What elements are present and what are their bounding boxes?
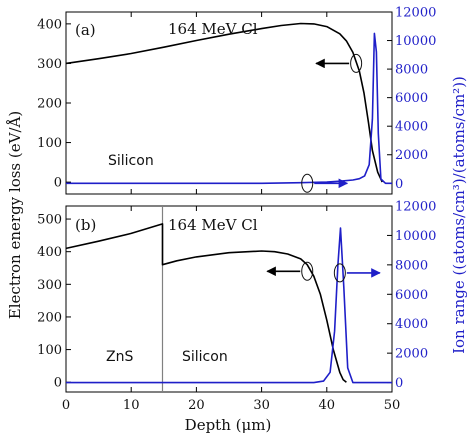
plot-frame bbox=[65, 205, 393, 393]
right-tick-label: 4000 bbox=[395, 317, 428, 332]
right-tick-label: 0 bbox=[395, 177, 403, 192]
marker-ellipse bbox=[301, 261, 314, 281]
y-axis-label-left: Electron energy loss (eV/Å) bbox=[6, 111, 24, 319]
left-tick-label: 100 bbox=[37, 343, 62, 358]
right-tick-label: 4000 bbox=[395, 120, 428, 135]
right-tick-label: 12000 bbox=[395, 6, 436, 21]
right-tick-label: 6000 bbox=[395, 91, 428, 106]
marker-ellipse bbox=[350, 53, 363, 73]
curve-marker bbox=[266, 261, 314, 281]
x-axis-label: Depth (μm) bbox=[185, 416, 272, 434]
x-tick-label: 20 bbox=[188, 398, 205, 413]
x-tick-label: 10 bbox=[123, 398, 140, 413]
left-tick-label: 100 bbox=[37, 136, 62, 151]
right-tick-label: 8000 bbox=[395, 63, 428, 78]
energy-annotation: 164 MeV Cl bbox=[168, 20, 258, 38]
y-axis-label-right: Ion range ((atoms/cm³)/(atoms/cm²)) bbox=[450, 76, 468, 354]
right-tick-label: 8000 bbox=[395, 258, 428, 273]
right-tick-label: 0 bbox=[395, 376, 403, 391]
material-label-silicon: Silicon bbox=[108, 153, 154, 169]
right-tick-label: 10000 bbox=[395, 34, 436, 49]
curve-marker bbox=[333, 263, 381, 283]
panel-b: 0100200300400500020004000600080001000012… bbox=[37, 200, 436, 414]
panel-label: (a) bbox=[75, 21, 96, 39]
left-tick-label: 400 bbox=[37, 245, 62, 260]
left-tick-label: 500 bbox=[37, 213, 62, 228]
right-tick-label: 10000 bbox=[395, 229, 436, 244]
right-tick-label: 2000 bbox=[395, 148, 428, 163]
right-tick-label: 6000 bbox=[395, 288, 428, 303]
left-tick-label: 0 bbox=[54, 376, 62, 391]
marker-ellipse bbox=[301, 173, 314, 193]
right-tick-label: 12000 bbox=[395, 200, 436, 215]
left-tick-label: 300 bbox=[37, 278, 62, 293]
ion-range-line bbox=[66, 227, 392, 384]
curve-marker bbox=[315, 53, 363, 73]
left-tick-label: 400 bbox=[37, 17, 62, 32]
ion-range-line bbox=[66, 32, 392, 185]
energy-annotation: 164 MeV Cl bbox=[168, 216, 258, 234]
material-label-silicon: Silicon bbox=[182, 349, 228, 365]
marker-ellipse bbox=[333, 263, 346, 283]
x-tick-label: 30 bbox=[253, 398, 270, 413]
x-tick-label: 40 bbox=[319, 398, 336, 413]
left-tick-label: 0 bbox=[54, 176, 62, 191]
right-tick-label: 2000 bbox=[395, 347, 428, 362]
panel-a: 0100200300400020004000600080001000012000… bbox=[37, 6, 436, 195]
left-tick-label: 300 bbox=[37, 57, 62, 72]
curve-marker bbox=[301, 173, 349, 193]
chart-panels: 0100200300400020004000600080001000012000… bbox=[37, 6, 436, 414]
x-tick-label: 50 bbox=[384, 398, 401, 413]
material-label-zns: ZnS bbox=[106, 349, 133, 365]
energy-loss-line bbox=[65, 22, 383, 183]
left-tick-label: 200 bbox=[37, 310, 62, 325]
energy-loss-line bbox=[65, 223, 347, 383]
x-tick-label: 0 bbox=[62, 398, 70, 413]
panel-label: (b) bbox=[75, 216, 96, 234]
left-tick-label: 200 bbox=[37, 97, 62, 112]
